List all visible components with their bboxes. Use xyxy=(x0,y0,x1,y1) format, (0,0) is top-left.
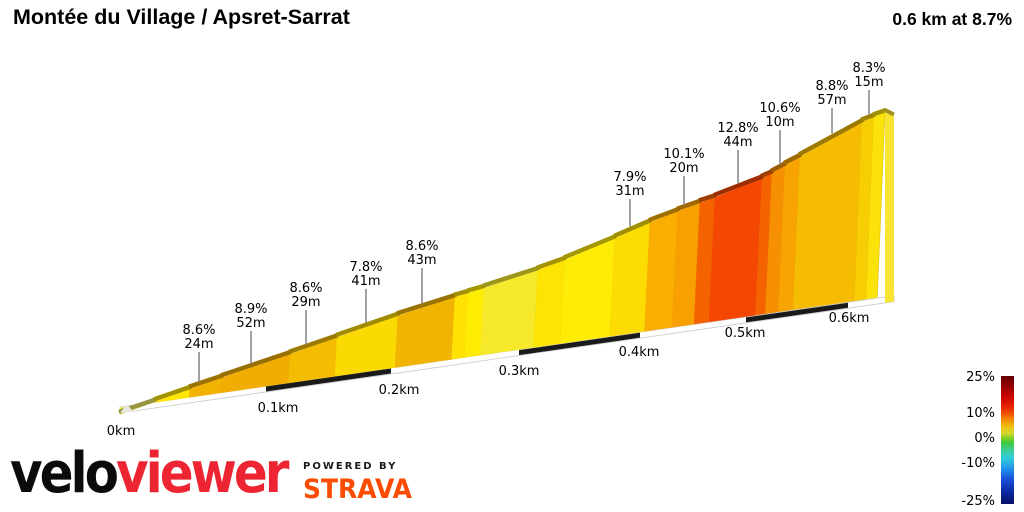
top-band-segment xyxy=(335,311,400,338)
km-label: 0.5km xyxy=(725,326,766,341)
top-band-segment xyxy=(482,265,540,288)
gradient-label: 10.6% 10m xyxy=(759,101,800,130)
veloviewer-logo: veloviewer xyxy=(10,445,289,501)
legend-tick: 10% xyxy=(966,406,995,421)
km-label: 0km xyxy=(107,424,135,439)
gradient-strip xyxy=(866,112,886,300)
profile-area xyxy=(119,112,886,415)
top-band-segment xyxy=(536,255,567,270)
legend-tick: -10% xyxy=(961,456,995,471)
top-band-segment xyxy=(769,161,788,173)
top-band-segment xyxy=(220,349,292,378)
km-label: 0.6km xyxy=(829,311,870,326)
top-band-segment xyxy=(860,112,876,122)
gradient-label: 8.6% 24m xyxy=(182,323,215,352)
legend-tick: 0% xyxy=(974,431,995,446)
top-band-segment xyxy=(648,206,680,223)
gradient-labels: 8.6% 24m 8.9% 52m 8.6% 29m 7.8% 41m 8.6% 43m 7.9% 3… xyxy=(182,61,886,382)
gradient-strip xyxy=(708,178,763,323)
km-axis-labels: 0km 0.1km 0.2km 0.3km 0.4km 0.5km 0.6km xyxy=(107,311,870,439)
top-band-segment xyxy=(797,117,865,157)
distance-bar xyxy=(519,332,640,356)
profile-start-tip xyxy=(120,404,133,413)
veloviewer-logo-viewer: viewer xyxy=(116,440,289,506)
page-title: Montée du Village / Apsret-Sarrat xyxy=(13,5,350,29)
legend-tick-labels: 25% 10% 0% -10% -25% xyxy=(961,370,995,509)
top-band-segment xyxy=(396,292,457,316)
top-band-segment xyxy=(188,373,224,389)
strava-logo: STRAVA xyxy=(303,474,412,505)
gradient-label: 12.8% 44m xyxy=(717,121,758,150)
side-top-band xyxy=(883,107,895,117)
gradient-label: 8.3% 15m xyxy=(852,61,885,90)
top-band-segment xyxy=(153,384,192,402)
gradient-label: 8.6% 43m xyxy=(405,239,438,268)
gradient-label: 7.9% 31m xyxy=(613,170,646,199)
gradient-label: 7.8% 41m xyxy=(349,260,382,289)
km-label: 0.4km xyxy=(619,345,660,360)
top-band-segment xyxy=(288,333,339,354)
gradient-color-scale xyxy=(1001,376,1014,504)
top-band-segment xyxy=(453,288,470,297)
gradient-strip xyxy=(609,222,651,337)
gradient-label: 8.6% 29m xyxy=(289,281,322,310)
km-label: 0.2km xyxy=(379,383,420,398)
top-band-segment xyxy=(698,192,717,203)
profile-top-band xyxy=(118,107,887,415)
powered-by-label: POWERED BY xyxy=(303,461,398,472)
top-band-segment xyxy=(713,174,764,198)
powered-by-strava: POWERED BY STRAVA xyxy=(303,461,412,505)
top-band-segment xyxy=(783,152,802,165)
km-label: 0.1km xyxy=(258,401,299,416)
profile-side-face xyxy=(885,111,894,303)
strip-boundary xyxy=(876,112,886,298)
top-band-segment xyxy=(563,233,617,260)
top-band-segment xyxy=(676,198,702,211)
legend-tick: -25% xyxy=(961,494,995,509)
distance-bar xyxy=(746,302,848,323)
top-band-segment xyxy=(466,283,486,293)
veloviewer-logo-velo: velo xyxy=(10,440,119,506)
gradient-strip xyxy=(394,296,456,368)
climb-summary: 0.6 km at 8.7% xyxy=(892,9,1012,29)
gradient-label: 8.9% 52m xyxy=(234,302,267,331)
gradient-strip xyxy=(533,259,566,348)
distance-bar xyxy=(266,368,391,392)
gradient-label: 10.1% 20m xyxy=(663,147,704,176)
km-label: 0.3km xyxy=(499,364,540,379)
top-band-segment xyxy=(760,168,774,179)
legend-tick: 25% xyxy=(966,370,995,385)
gradient-label: 8.8% 57m xyxy=(815,79,848,108)
top-band-segment xyxy=(613,217,652,239)
